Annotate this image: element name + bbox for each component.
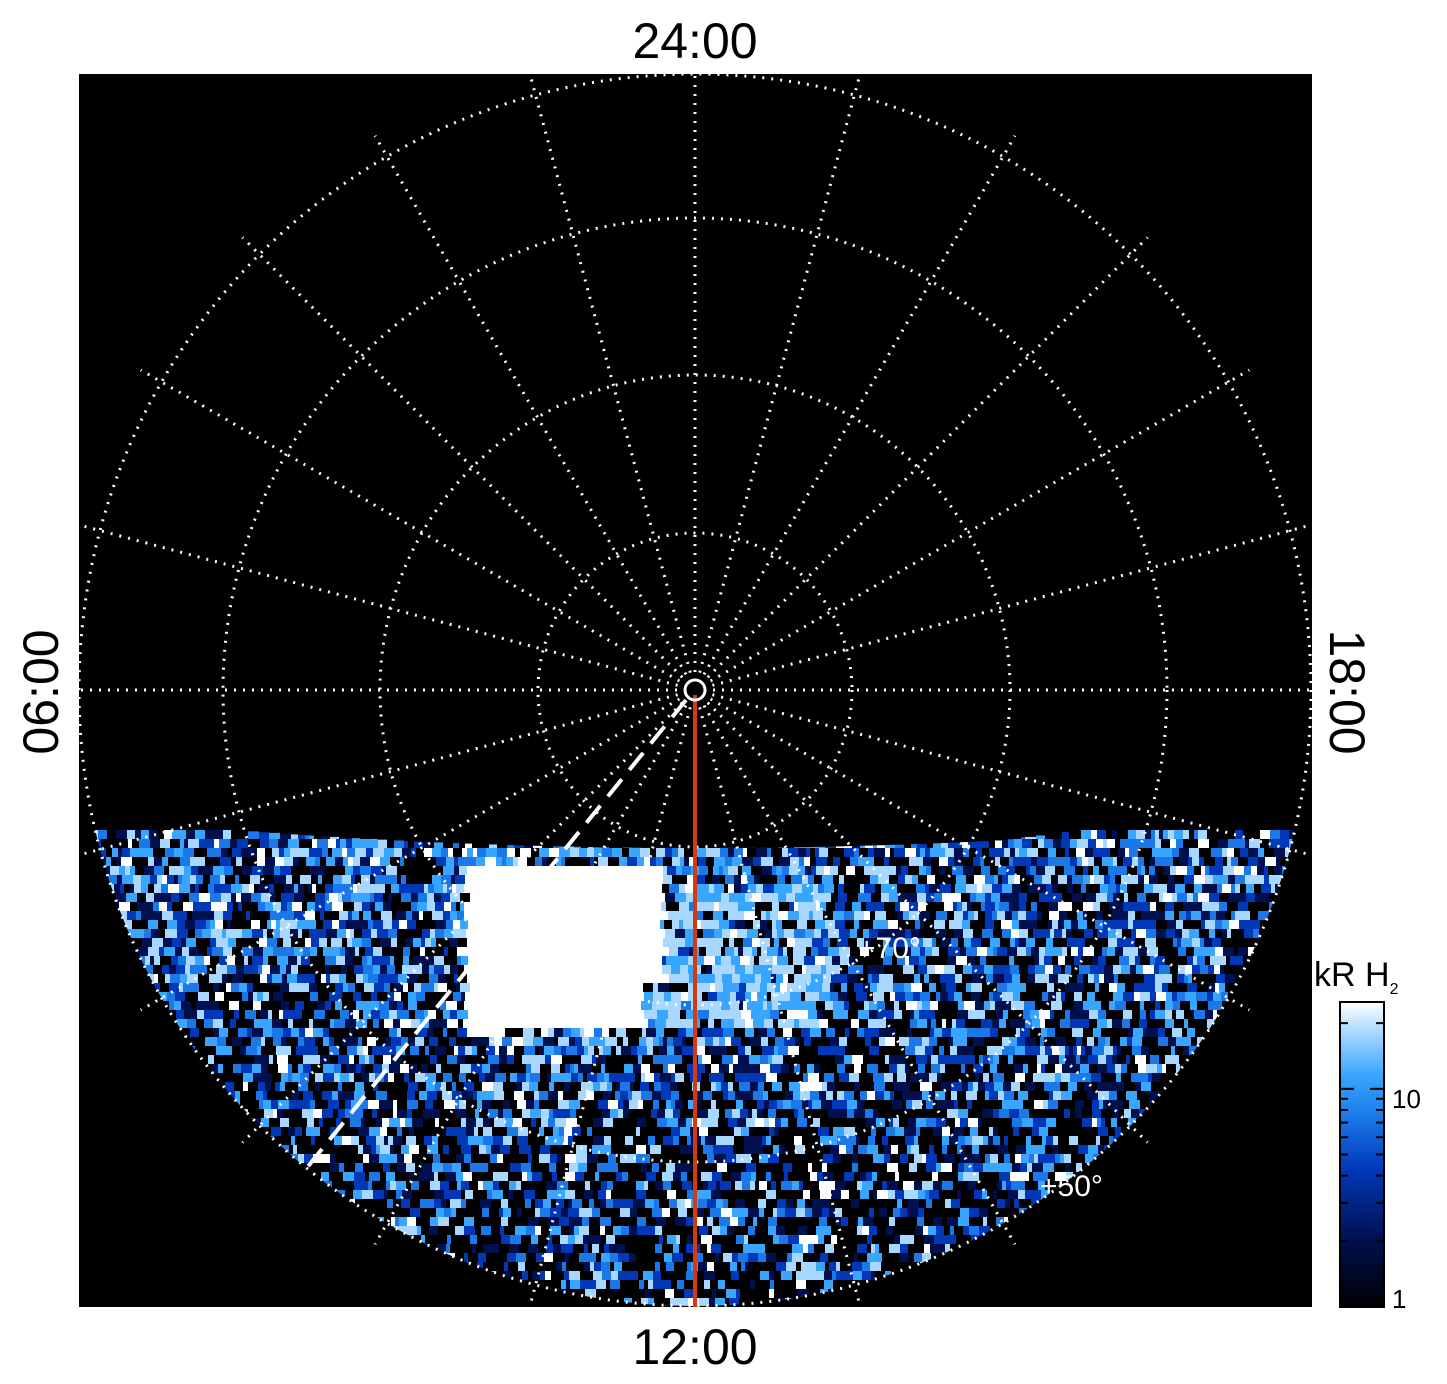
colorbar: kR H2 10 1 — [1314, 956, 1421, 1314]
colorbar-tick-1: 1 — [1392, 1284, 1406, 1314]
colorbar-tick-10: 10 — [1392, 1084, 1421, 1114]
label-dawn: 06:00 — [13, 629, 69, 754]
label-noon: 12:00 — [632, 1319, 757, 1375]
pole-marker — [683, 678, 707, 702]
label-dusk: 18:00 — [1319, 629, 1375, 754]
lat-label-50: +50° — [1040, 1170, 1103, 1203]
latitude-ring — [221, 216, 1169, 1164]
label-midnight: 24:00 — [632, 13, 757, 69]
lat-label-70: +70° — [858, 932, 921, 965]
colorbar-ticks — [1340, 1022, 1384, 1308]
polar-grid — [79, 74, 1312, 1307]
colorbar-title: kR H2 — [1314, 956, 1399, 998]
latitude-ring — [79, 74, 1312, 1307]
latitude-ring — [536, 531, 854, 849]
